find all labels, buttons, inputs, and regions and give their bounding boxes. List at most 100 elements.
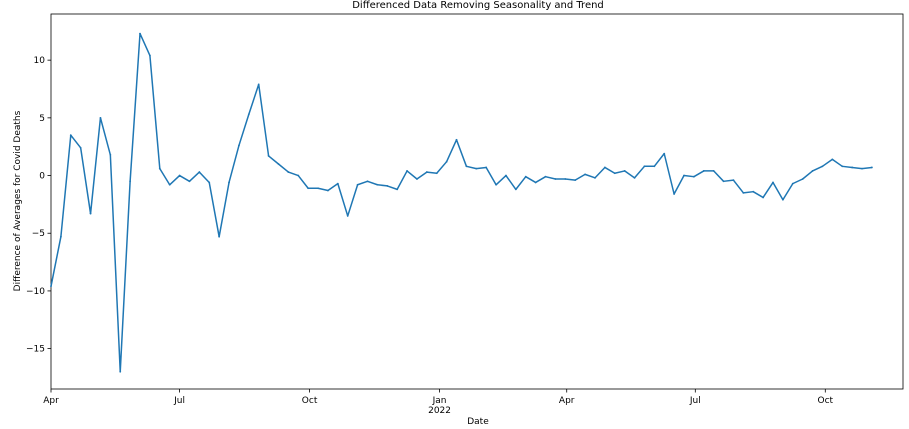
data-point bbox=[119, 370, 122, 373]
y-tick-label: 10 bbox=[34, 56, 46, 66]
data-point bbox=[722, 180, 725, 183]
data-point bbox=[327, 189, 329, 192]
data-point bbox=[228, 181, 230, 184]
data-point bbox=[336, 182, 339, 185]
y-tick-label: 5 bbox=[39, 114, 45, 124]
data-point bbox=[851, 166, 854, 169]
data-point bbox=[188, 180, 191, 183]
data-point bbox=[514, 188, 517, 191]
data-point bbox=[277, 163, 280, 165]
data-point bbox=[505, 174, 507, 177]
data-point bbox=[198, 171, 201, 173]
x-tick-label: Jul bbox=[689, 396, 701, 406]
data-point bbox=[89, 212, 92, 215]
data-point bbox=[485, 166, 488, 169]
data-point bbox=[603, 166, 606, 169]
data-point bbox=[267, 155, 270, 157]
data-point bbox=[841, 165, 844, 168]
data-point bbox=[307, 187, 310, 190]
y-axis: −15 −10 −5 0 5 10 bbox=[26, 56, 51, 355]
data-point bbox=[762, 196, 765, 199]
data-point bbox=[613, 172, 616, 175]
data-point bbox=[208, 181, 211, 184]
data-point bbox=[663, 152, 666, 155]
data-point bbox=[495, 183, 497, 186]
data-point bbox=[406, 170, 408, 172]
plot-frame bbox=[50, 13, 904, 390]
data-point bbox=[544, 175, 547, 178]
data-point bbox=[712, 170, 715, 172]
chart-title: Differenced Data Removing Seasonality an… bbox=[352, 0, 604, 11]
data-point bbox=[801, 178, 804, 180]
y-tick-label: −15 bbox=[26, 345, 45, 355]
data-point bbox=[594, 176, 596, 179]
data-point bbox=[475, 167, 478, 170]
x-tick-label: Apr bbox=[43, 396, 59, 406]
data-point bbox=[554, 178, 557, 180]
data-point bbox=[59, 235, 62, 238]
data-point bbox=[99, 116, 102, 119]
x-axis-label: Date bbox=[467, 417, 489, 427]
data-point bbox=[50, 285, 52, 288]
data-point bbox=[821, 165, 824, 168]
data-point bbox=[218, 235, 221, 238]
y-tick-label: −5 bbox=[32, 229, 45, 239]
data-point bbox=[445, 160, 448, 163]
data-point bbox=[732, 179, 735, 182]
data-point bbox=[742, 191, 745, 194]
x-tick-label: Apr bbox=[559, 396, 575, 406]
data-point bbox=[683, 174, 685, 177]
data-point bbox=[435, 172, 438, 175]
y-tick-label: 0 bbox=[39, 172, 45, 182]
x-tick-label: Oct bbox=[818, 396, 834, 406]
data-point bbox=[356, 183, 359, 186]
data-point bbox=[861, 167, 863, 170]
data-point bbox=[139, 32, 141, 35]
y-axis-label: Difference of Averages for Covid Deaths bbox=[13, 110, 23, 291]
data-point bbox=[287, 171, 290, 173]
data-point bbox=[673, 193, 675, 195]
data-point bbox=[702, 170, 705, 172]
data-point bbox=[79, 146, 82, 149]
series-layer bbox=[50, 32, 873, 373]
x-tick-label: Jan bbox=[432, 396, 447, 406]
data-point bbox=[692, 175, 695, 178]
data-point bbox=[524, 175, 527, 178]
data-point bbox=[376, 183, 379, 186]
data-point bbox=[633, 176, 636, 179]
data-point bbox=[178, 174, 181, 177]
x-tick-label: Oct bbox=[302, 396, 318, 406]
data-point bbox=[574, 179, 577, 182]
data-point bbox=[346, 215, 349, 217]
x-tick-year-label: 2022 bbox=[428, 406, 451, 416]
data-point bbox=[871, 166, 873, 169]
series-line bbox=[50, 32, 873, 373]
data-point bbox=[149, 54, 151, 57]
data-point bbox=[168, 183, 171, 186]
data-point bbox=[465, 165, 468, 168]
data-point bbox=[534, 181, 537, 184]
data-point bbox=[782, 198, 784, 201]
data-point bbox=[69, 134, 72, 137]
data-point bbox=[366, 180, 369, 183]
data-point bbox=[811, 170, 814, 172]
data-point bbox=[158, 167, 161, 170]
data-point bbox=[791, 182, 794, 185]
data-point bbox=[623, 170, 626, 172]
data-point bbox=[238, 144, 240, 147]
data-point bbox=[564, 178, 567, 180]
data-point bbox=[257, 83, 260, 86]
data-point bbox=[247, 113, 250, 116]
data-point bbox=[772, 181, 774, 184]
data-point bbox=[386, 185, 389, 187]
data-point bbox=[317, 187, 319, 190]
data-point bbox=[109, 153, 112, 156]
data-point bbox=[752, 190, 755, 193]
data-point bbox=[831, 158, 834, 161]
data-point bbox=[297, 174, 300, 177]
data-point bbox=[129, 180, 132, 183]
data-point bbox=[653, 165, 656, 168]
data-point bbox=[416, 178, 418, 180]
